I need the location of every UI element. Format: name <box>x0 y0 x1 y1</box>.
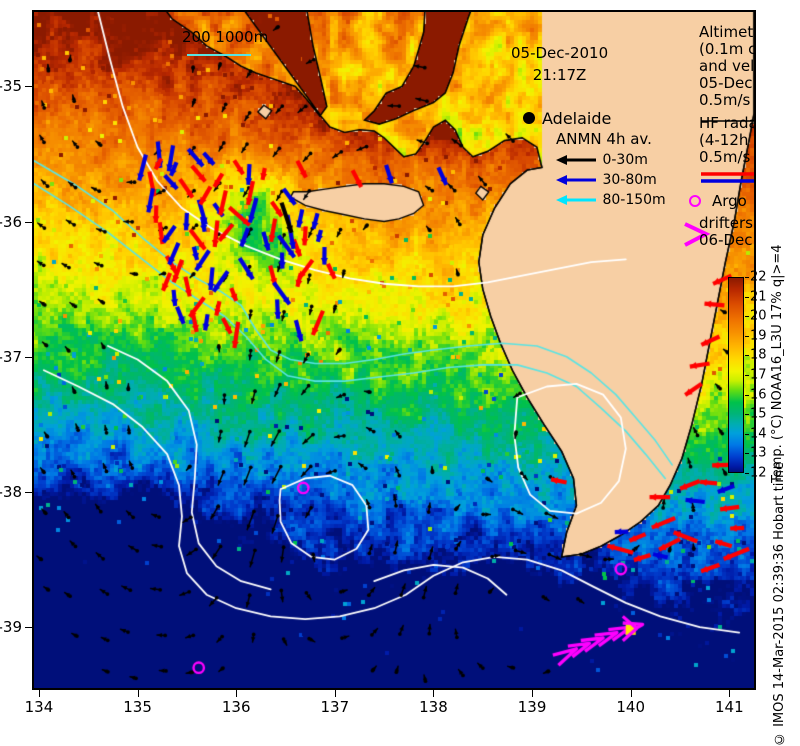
x-axis-tick <box>38 690 40 697</box>
colorbar-tick <box>745 453 749 455</box>
x-axis-tick <box>630 690 632 697</box>
altimetry-legend-line-2: and velocity for <box>699 57 755 75</box>
x-axis-tick <box>334 690 336 697</box>
colorbar-tick-label: 14 <box>750 426 767 442</box>
x-axis-tick <box>236 690 238 697</box>
altimetry-legend-line-3: 05-Dec 21Z <box>699 74 754 92</box>
city-label: Adelaide <box>542 109 612 128</box>
anmn-legend-row-1: 30-80m <box>556 172 657 188</box>
y-axis-tick-label: -35 <box>0 77 22 96</box>
anmn-legend-title: ANMN 4h av. <box>556 130 652 148</box>
colorbar <box>728 277 744 473</box>
anmn-legend-label-1: 30-80m <box>602 172 657 188</box>
colorbar-tick-label: 13 <box>750 445 767 461</box>
y-axis-tick <box>25 221 32 223</box>
x-axis-tick-label: 134 <box>24 698 54 716</box>
y-axis-tick <box>25 627 32 629</box>
argo-legend-label: Argo <box>712 192 747 210</box>
colorbar-tick-label: 21 <box>750 289 767 305</box>
y-axis-tick <box>25 356 32 358</box>
y-axis-tick-label: -38 <box>0 482 22 501</box>
colorbar-tick-label: 22 <box>750 269 767 285</box>
colorbar-tick <box>745 433 749 435</box>
y-axis-tick-label: -37 <box>0 347 22 366</box>
x-axis-tick <box>433 690 435 697</box>
colorbar-tick <box>745 355 749 357</box>
x-axis-tick-label: 139 <box>517 698 547 716</box>
x-axis-tick-label: 141 <box>715 698 744 716</box>
colorbar-title: Temp. (°C) NOAA16_L3U 17% q|>=4 <box>770 244 785 483</box>
hf-radar-legend-line-0: HF radar velocity <box>699 114 754 132</box>
x-axis-tick-label: 135 <box>123 698 152 716</box>
vector-overlay-layer <box>34 12 754 688</box>
drifter-track-icon <box>684 222 711 247</box>
colorbar-tick <box>745 394 749 396</box>
drifter-legend-line-0: drifters@12h to <box>699 214 754 232</box>
timestamp-time: 21:17Z <box>532 66 587 84</box>
colorbar-tick <box>745 316 749 318</box>
y-axis-tick <box>25 491 32 493</box>
x-axis-tick-label: 137 <box>320 698 350 716</box>
y-axis-tick <box>25 86 32 88</box>
altimetry-legend: Altimetric sealevel (0.1m contours) and … <box>699 23 756 132</box>
credit-text: © IMOS 14-Mar-2015 02:39:36 Hobart time <box>772 462 787 746</box>
hf-radar-legend: HF radar velocity (4-12h avg)QC 0.5m/s (… <box>699 114 754 194</box>
x-axis-tick-label: 136 <box>221 698 251 716</box>
x-axis-tick-label: 140 <box>616 698 646 716</box>
timestamp-block: 05-Dec-2010 21:17Z <box>511 42 608 86</box>
x-axis-tick <box>729 690 731 697</box>
altimetry-legend-line-0: Altimetric sealevel <box>699 23 754 41</box>
map-frame: 200 1000m 05-Dec-2010 21:17Z Adelaide AN… <box>32 10 756 690</box>
colorbar-tick-label: 15 <box>750 406 767 422</box>
colorbar-tick <box>745 296 749 298</box>
colorbar-tick <box>745 473 749 474</box>
scalebar-line <box>187 54 251 56</box>
anmn-legend-label-2: 80-150m <box>602 192 666 208</box>
timestamp-date: 05-Dec-2010 <box>511 44 609 62</box>
city-marker-icon <box>523 112 535 124</box>
anmn-legend-row-2: 80-150m <box>556 192 666 208</box>
arrow-pair-red-blue-icon <box>701 172 754 183</box>
altimetry-legend-line-1: (0.1m contours) <box>699 40 756 58</box>
hf-radar-legend-line-1: (4-12h avg)QC <box>699 131 754 149</box>
argo-marker-icon <box>689 195 701 207</box>
scalebar-label: 200 1000m <box>182 28 269 46</box>
drifter-legend: drifters@12h to 06-Dec 00Z <box>699 214 754 249</box>
colorbar-tick <box>745 335 749 337</box>
arrow-left-black-icon <box>556 155 596 165</box>
y-axis-tick-label: -36 <box>0 212 22 231</box>
arrow-left-cyan-icon <box>556 195 596 205</box>
colorbar-tick-label: 17 <box>750 367 767 383</box>
colorbar-tick-label: 18 <box>750 347 767 363</box>
colorbar-tick-label: 20 <box>750 308 767 324</box>
x-axis-tick <box>532 690 534 697</box>
altimetry-legend-line-4: 0.5m/s (1kt 24h) <box>699 91 754 109</box>
drifter-legend-line-1: 06-Dec 00Z <box>699 231 754 249</box>
x-axis-tick-label: 138 <box>419 698 448 716</box>
colorbar-tick-label: 19 <box>750 328 767 344</box>
anmn-legend-label-0: 0-30m <box>602 152 648 168</box>
x-axis-tick <box>137 690 139 697</box>
colorbar-tick <box>745 277 749 278</box>
arrow-left-blue-icon <box>556 175 596 185</box>
hf-radar-legend-line-2: 0.5m/s (1kt 24h) <box>699 148 754 166</box>
colorbar-tick-label: 16 <box>750 387 767 403</box>
colorbar-tick <box>745 375 749 376</box>
anmn-legend-row-0: 0-30m <box>556 152 648 168</box>
y-axis-tick-label: -39 <box>0 618 22 637</box>
colorbar-tick-label: 12 <box>750 465 767 481</box>
arrow-right-black-icon <box>701 120 754 122</box>
colorbar-tick <box>745 414 749 416</box>
